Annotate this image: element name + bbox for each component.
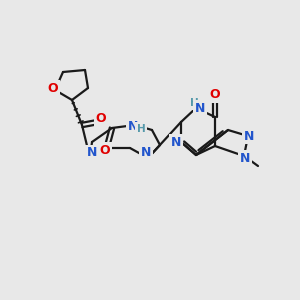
Text: N: N — [240, 152, 250, 164]
Text: O: O — [48, 82, 58, 94]
Text: O: O — [96, 112, 106, 125]
Text: O: O — [210, 88, 220, 101]
Text: N: N — [87, 146, 97, 160]
Text: N: N — [195, 101, 205, 115]
Text: N: N — [141, 146, 151, 158]
Text: N: N — [244, 130, 254, 142]
Text: N: N — [171, 136, 181, 148]
Text: N: N — [128, 121, 138, 134]
Text: H: H — [190, 98, 198, 108]
Text: H: H — [136, 124, 146, 134]
Text: O: O — [100, 143, 110, 157]
